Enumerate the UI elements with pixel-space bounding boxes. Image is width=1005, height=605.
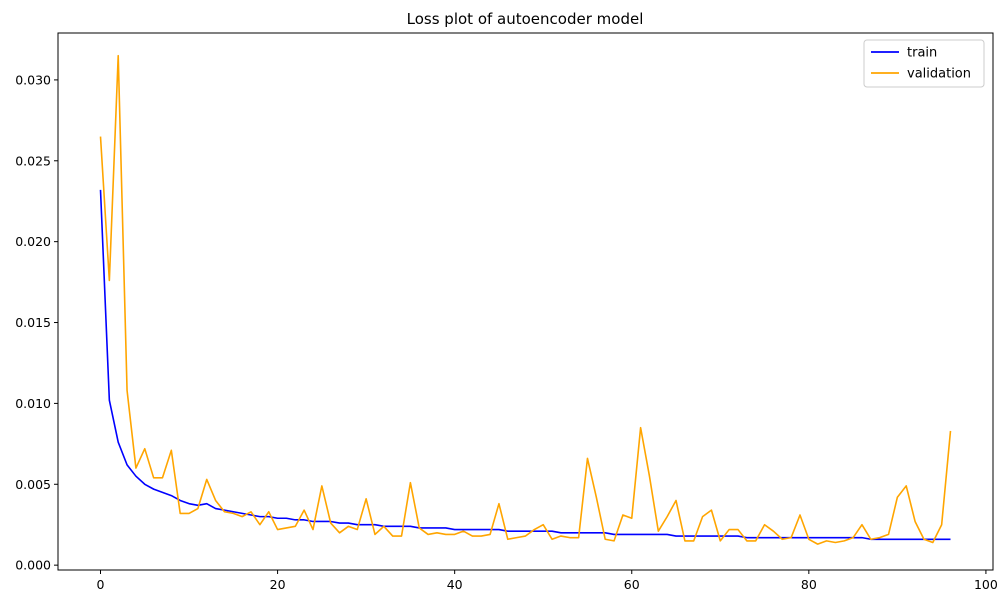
y-tick-label: 0.020 [15, 234, 51, 249]
chart-title: Loss plot of autoencoder model [407, 10, 644, 28]
y-tick-label: 0.010 [15, 396, 51, 411]
y-tick-label: 0.005 [15, 477, 51, 492]
x-tick-label: 80 [801, 577, 817, 592]
legend: train validation [863, 39, 985, 88]
x-tick-label: 20 [270, 577, 286, 592]
y-tick-label: 0.000 [15, 558, 51, 573]
series-line-train [99, 189, 951, 541]
legend-label-validation: validation [907, 67, 971, 82]
y-axis: 0.000 0.005 0.010 0.015 0.020 0.025 0.030 [15, 72, 58, 573]
plot-lines [99, 54, 952, 545]
y-tick-label: 0.025 [15, 153, 51, 168]
x-tick-label: 40 [447, 577, 463, 592]
x-tick-label: 0 [97, 577, 105, 592]
x-axis: 0 20 40 60 80 100 [97, 570, 998, 592]
x-tick-label: 100 [974, 577, 998, 592]
y-tick-label: 0.015 [15, 315, 51, 330]
series-line-validation [99, 54, 952, 545]
legend-label-train: train [907, 46, 937, 61]
plot-frame [57, 32, 994, 571]
x-tick-label: 60 [624, 577, 640, 592]
y-tick-label: 0.030 [15, 72, 51, 87]
